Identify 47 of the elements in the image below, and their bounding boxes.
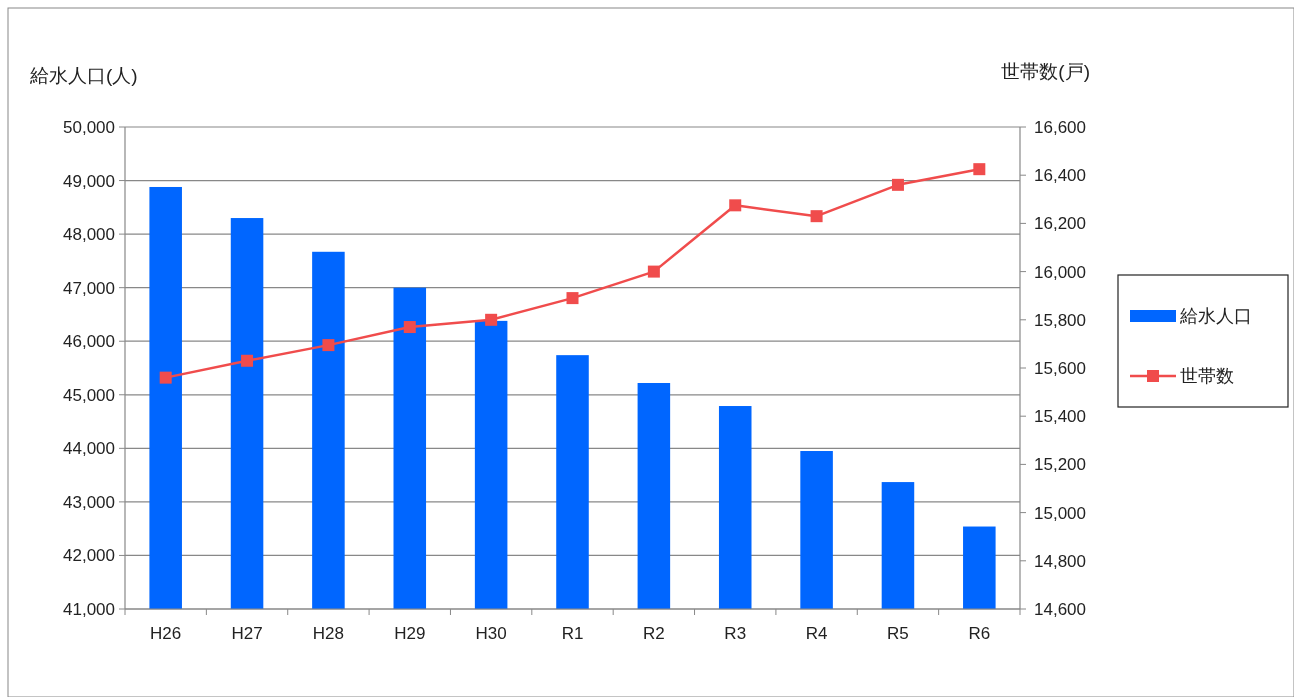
y2-axis-title: 世帯数(戸) — [1001, 61, 1090, 82]
point — [647, 265, 660, 278]
y-tick-label: 47,000 — [63, 278, 115, 298]
x-tick-label: H26 — [150, 624, 182, 643]
x-tick-label: H28 — [312, 624, 344, 643]
x-tick-label: R4 — [805, 624, 828, 643]
x-tick-label: H29 — [394, 624, 426, 643]
y-tick-label: 49,000 — [63, 171, 115, 191]
point — [403, 321, 416, 334]
x-tick-label: R5 — [887, 624, 909, 643]
x-tick-label: R3 — [724, 624, 747, 643]
y-tick-label: 50,000 — [63, 117, 115, 137]
y-tick-label: 45,000 — [63, 385, 115, 405]
x-tick-label: R2 — [643, 624, 665, 643]
x-tick-label: R1 — [561, 624, 584, 643]
y2-tick-label: 14,600 — [1034, 599, 1086, 619]
y2-tick-label: 15,200 — [1034, 455, 1086, 475]
point — [810, 210, 823, 223]
y-tick-label: 41,000 — [63, 599, 115, 619]
y2-tick-label: 16,600 — [1034, 117, 1086, 137]
point — [159, 371, 172, 384]
x-tick-label: H27 — [231, 624, 263, 643]
legend-label: 世帯数 — [1180, 366, 1234, 387]
y2-tick-label: 15,800 — [1034, 310, 1086, 330]
point — [322, 339, 335, 352]
point — [241, 354, 254, 367]
point — [729, 199, 742, 212]
y2-tick-label: 15,600 — [1034, 358, 1086, 378]
y-axis-title: 給水人口(人) — [29, 65, 138, 86]
point — [485, 313, 498, 326]
y2-tick-label: 16,000 — [1034, 262, 1086, 282]
y2-tick-label: 16,400 — [1034, 166, 1086, 186]
point — [891, 178, 904, 191]
legend-label: 給水人口 — [1179, 306, 1252, 327]
y2-tick-label: 14,800 — [1034, 551, 1086, 571]
y2-tick-label: 15,400 — [1034, 407, 1086, 427]
y-tick-label: 43,000 — [63, 492, 115, 512]
y-tick-label: 46,000 — [63, 332, 115, 352]
point — [973, 163, 986, 176]
y2-tick-label: 15,000 — [1034, 503, 1086, 523]
point — [566, 292, 579, 305]
y2-tick-label: 16,200 — [1034, 214, 1086, 234]
y-tick-label: 48,000 — [63, 225, 115, 245]
x-tick-label: H30 — [475, 624, 507, 643]
y-tick-label: 42,000 — [63, 546, 115, 566]
y-tick-label: 44,000 — [63, 439, 115, 459]
x-tick-label: R6 — [968, 624, 991, 643]
